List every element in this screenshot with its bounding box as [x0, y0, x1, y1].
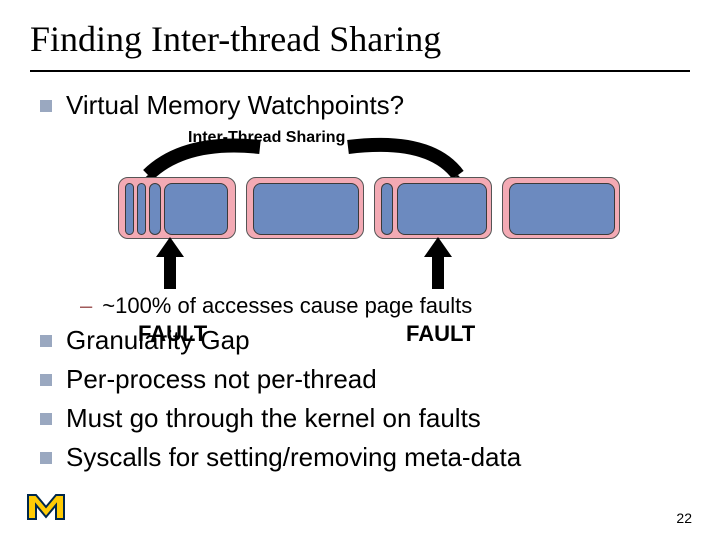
memory-region: [125, 183, 134, 235]
memory-blocks: [118, 177, 620, 239]
slide: Finding Inter-thread Sharing Virtual Mem…: [0, 0, 720, 540]
up-arrow-left-icon: [150, 237, 190, 289]
bullet-text: Virtual Memory Watchpoints?: [66, 90, 404, 121]
bullet-item: Virtual Memory Watchpoints?: [40, 90, 690, 121]
bullet-text: Must go through the kernel on faults: [66, 403, 481, 434]
diagram-label: Inter-Thread Sharing: [188, 129, 345, 147]
sub-bullet-item: – ~100% of accesses cause page faults: [80, 293, 690, 319]
sub-bullet-text: ~100% of accesses cause page faults: [102, 293, 472, 319]
bullet-square-icon: [40, 335, 52, 347]
bullet-square-icon: [40, 413, 52, 425]
fault-label-right: FAULT: [406, 321, 475, 347]
memory-region: [164, 183, 228, 235]
memory-page: [246, 177, 364, 239]
sub-bullet-dash-icon: –: [80, 293, 92, 319]
bullet-item: Syscalls for setting/removing meta-data: [40, 442, 690, 473]
memory-region: [397, 183, 487, 235]
memory-region: [137, 183, 146, 235]
fault-label-left: FAULT: [138, 321, 207, 347]
memory-region: [253, 183, 359, 235]
memory-region: [149, 183, 161, 235]
bullet-square-icon: [40, 374, 52, 386]
bullet-square-icon: [40, 452, 52, 464]
slide-title: Finding Inter-thread Sharing: [30, 18, 690, 72]
bullet-item: Per-process not per-thread: [40, 364, 690, 395]
bullet-text: Syscalls for setting/removing meta-data: [66, 442, 521, 473]
bullet-text: Per-process not per-thread: [66, 364, 377, 395]
umich-logo-icon: [26, 493, 66, 526]
up-arrow-right-icon: [418, 237, 458, 289]
memory-region: [381, 183, 393, 235]
diagram: Inter-Thread Sharing: [30, 129, 690, 289]
memory-page: [502, 177, 620, 239]
page-number: 22: [676, 510, 692, 526]
memory-page: [374, 177, 492, 239]
memory-page: [118, 177, 236, 239]
bullet-square-icon: [40, 100, 52, 112]
bullet-item: Must go through the kernel on faults: [40, 403, 690, 434]
memory-region: [509, 183, 615, 235]
